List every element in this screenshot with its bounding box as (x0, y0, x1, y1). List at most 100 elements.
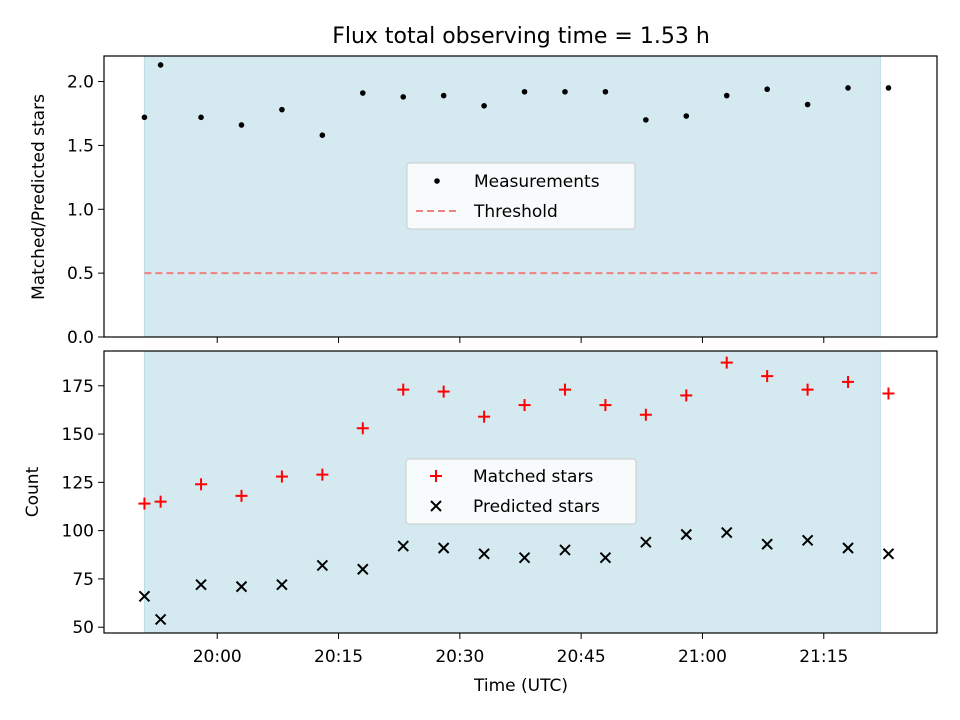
top-axes-frame (103, 55, 938, 338)
bottom-x-axis: 20:00 20:15 20:30 20:45 21:00 21:15 (193, 633, 848, 667)
legend-matched-label: Matched stars (473, 467, 593, 487)
predicted-star-point (761, 538, 773, 550)
measurement-point (521, 88, 528, 95)
predicted-marker-b (397, 540, 409, 552)
x-tick-label: 20:30 (435, 647, 484, 667)
measurement-point (157, 62, 164, 68)
matched-star-point (801, 383, 814, 396)
measurement-point (885, 85, 892, 91)
measurement-point (440, 92, 447, 99)
predicted-marker-b (801, 534, 814, 546)
measurement-point (279, 106, 285, 113)
top-legend-box (406, 162, 636, 230)
x-tick-label: 20:00 (193, 647, 242, 667)
top-y-axis: 0.0 0.5 1.0 1.5 2.0 (67, 73, 104, 348)
matched-star-point (154, 495, 167, 508)
predicted-marker-b (195, 579, 207, 591)
x-axis-label: Time (UTC) (473, 676, 568, 696)
top-measurement-points (141, 62, 892, 138)
top-panel: 0.00.51.01.52.0 Matched/Predicted stars … (29, 55, 938, 348)
bottom-predicted-points (138, 526, 895, 626)
predicted-marker-b (276, 579, 288, 591)
predicted-marker-b (721, 526, 733, 539)
matched-star-point (882, 387, 895, 400)
y-tick-label: 0.0 (67, 328, 94, 348)
matched-star-point (842, 375, 855, 388)
predicted-star-point (478, 548, 490, 560)
matched-star-point (195, 478, 208, 491)
measurement-point (359, 90, 366, 96)
y-tick-label: 125 (62, 473, 94, 493)
bottom-legend: Matched stars Predicted stars (405, 458, 637, 525)
predicted-star-point (316, 559, 329, 572)
top-x-tick-marks (216, 337, 825, 343)
matched-star-point (478, 410, 491, 423)
predicted-star-point (842, 542, 854, 554)
predicted-marker-b (599, 551, 612, 564)
predicted-star-point (276, 579, 288, 591)
predicted-marker-b (842, 542, 854, 554)
measurement-point (238, 122, 245, 128)
predicted-marker-b (316, 559, 329, 572)
matched-star-point (720, 356, 733, 369)
y-tick-label: 2.0 (67, 73, 94, 93)
measurement-point (602, 88, 609, 95)
predicted-marker-b (882, 548, 895, 560)
predicted-marker-b (154, 613, 167, 626)
chart-title: Flux total observing time = 1.53 h (332, 24, 710, 49)
matched-star-point (138, 497, 151, 510)
predicted-star-point (518, 551, 531, 564)
matched-star-point (235, 489, 248, 502)
predicted-star-point (195, 579, 207, 591)
x-tick-label: 20:45 (557, 647, 606, 667)
matched-star-point (639, 408, 652, 421)
matched-star-point (437, 385, 450, 398)
measurement-point (643, 117, 649, 123)
matched-star-point (397, 383, 410, 396)
legend-predicted-label: Predicted stars (473, 497, 600, 517)
bottom-matched-points (138, 356, 895, 510)
matched-star-point (761, 370, 774, 383)
legend-measurements-label: Measurements (474, 172, 600, 192)
x-tick-label: 21:15 (799, 647, 848, 667)
predicted-star-point (357, 563, 369, 575)
measurement-point (845, 85, 851, 91)
predicted-star-point (640, 536, 652, 548)
matched-star-point (680, 389, 693, 402)
measurement-point (683, 113, 690, 119)
y-tick-label: 175 (62, 377, 94, 397)
measurement-point (400, 94, 407, 100)
top-legend: Measurements Threshold (406, 162, 636, 230)
y-tick-label: 150 (62, 425, 94, 445)
legend-predicted-marker (430, 500, 442, 512)
predicted-star-point (721, 526, 733, 539)
predicted-marker-b (357, 563, 369, 575)
bottom-y-axis: 50 75 100 125 150 175 (62, 377, 104, 638)
predicted-star-point (680, 528, 692, 541)
predicted-star-point (397, 540, 409, 552)
predicted-star-point (882, 548, 895, 560)
predicted-star-point (599, 551, 612, 564)
y-tick-label: 50 (72, 618, 94, 638)
matched-star-point (558, 383, 571, 396)
predicted-marker-b (640, 536, 652, 548)
bottom-y-axis-label: Count (23, 466, 43, 517)
predicted-marker-b (680, 528, 692, 541)
legend-matched-marker (430, 470, 442, 482)
x-tick-label: 21:00 (678, 647, 727, 667)
x-tick-label: 20:15 (314, 647, 363, 667)
predicted-marker-b (235, 580, 248, 593)
predicted-star-point (801, 534, 814, 546)
measurement-point (481, 103, 487, 109)
measurement-point (141, 114, 148, 121)
predicted-star-point (559, 544, 571, 556)
matched-star-point (518, 399, 531, 412)
legend-measurements-marker (434, 178, 440, 184)
measurement-point (319, 132, 326, 138)
measurement-point (804, 101, 811, 108)
predicted-star-point (138, 590, 151, 603)
matched-star-point (275, 470, 288, 483)
matched-star-point (316, 468, 329, 481)
top-y-axis-label: Matched/Predicted stars (29, 94, 49, 300)
